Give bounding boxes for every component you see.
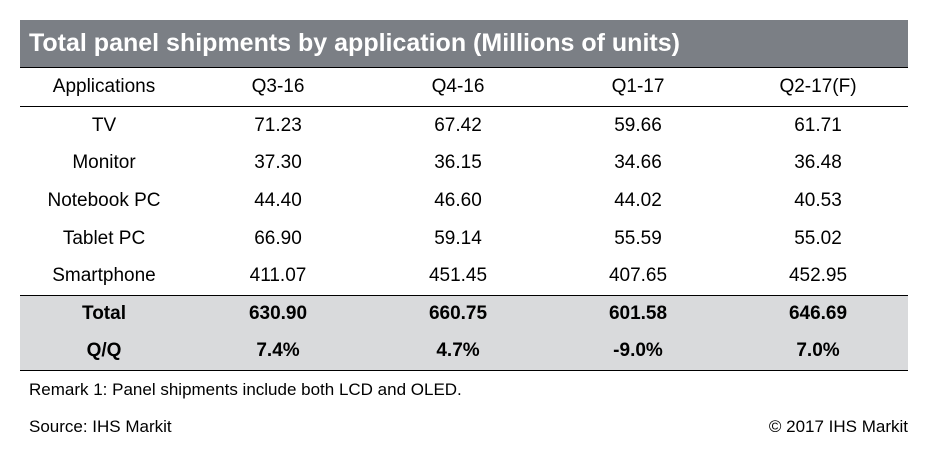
table-cell: 46.60 xyxy=(434,189,482,211)
table-title: Total panel shipments by application (Mi… xyxy=(20,20,908,67)
column-header: Q3-16 xyxy=(188,67,368,107)
table-row: Monitor 37.30 36.15 34.66 36.48 xyxy=(20,145,908,183)
table-cell: 630.90 xyxy=(188,294,368,333)
table-cell: 67.42 xyxy=(434,114,482,136)
table-cell: 44.02 xyxy=(614,189,662,211)
row-label: Smartphone xyxy=(52,265,156,287)
table-cell: 55.02 xyxy=(794,227,842,249)
column-header: Applications xyxy=(20,67,188,107)
row-label: Tablet PC xyxy=(62,227,146,249)
column-header: Q4-16 xyxy=(368,67,548,107)
column-header: Q1-17 xyxy=(548,67,728,107)
table-cell: 59.14 xyxy=(434,227,482,249)
table-cell: 61.71 xyxy=(794,114,842,136)
header-row: Applications Q3-16 Q4-16 Q1-17 Q2-17(F) xyxy=(20,67,908,107)
table-cell: 452.95 xyxy=(788,265,848,287)
table-cell: 7.4% xyxy=(188,332,368,371)
table-row: TV 71.23 67.42 59.66 61.71 xyxy=(20,107,908,145)
table-cell: 7.0% xyxy=(728,332,908,371)
row-label: Total xyxy=(20,294,188,333)
table-cell: 451.45 xyxy=(428,265,488,287)
table-cell: -9.0% xyxy=(548,332,728,371)
qq-row: Q/Q 7.4% 4.7% -9.0% 7.0% xyxy=(20,332,908,371)
table-cell: 34.66 xyxy=(614,152,662,174)
copyright-note: © 2017 IHS Markit xyxy=(768,417,908,436)
table-cell: 4.7% xyxy=(368,332,548,371)
row-label: Q/Q xyxy=(20,332,188,371)
shipments-table: Applications Q3-16 Q4-16 Q1-17 Q2-17(F) … xyxy=(20,67,908,371)
table-row: Tablet PC 66.90 59.14 55.59 55.02 xyxy=(20,220,908,258)
column-header: Q2-17(F) xyxy=(728,67,908,107)
table-cell: 59.66 xyxy=(614,114,662,136)
table-cell: 44.40 xyxy=(254,189,302,211)
table-cell: 601.58 xyxy=(548,294,728,333)
shipments-table-figure: Total panel shipments by application (Mi… xyxy=(20,20,908,371)
table-cell: 66.90 xyxy=(254,227,302,249)
remark-note: Remark 1: Panel shipments include both L… xyxy=(29,380,462,399)
table-cell: 407.65 xyxy=(608,265,668,287)
table-row: Notebook PC 44.40 46.60 44.02 40.53 xyxy=(20,182,908,220)
table-cell: 71.23 xyxy=(254,114,302,136)
table-cell: 55.59 xyxy=(614,227,662,249)
table-cell: 40.53 xyxy=(794,189,842,211)
table-cell: 36.15 xyxy=(434,152,482,174)
table-cell: 660.75 xyxy=(368,294,548,333)
row-label: Notebook PC xyxy=(47,189,161,211)
table-cell: 646.69 xyxy=(728,294,908,333)
row-label: Monitor xyxy=(72,152,136,174)
row-label: TV xyxy=(91,114,117,136)
table-cell: 37.30 xyxy=(254,152,302,174)
table-row: Smartphone 411.07 451.45 407.65 452.95 xyxy=(20,257,908,295)
source-note: Source: IHS Markit xyxy=(29,417,172,436)
table-cell: 411.07 xyxy=(249,265,307,287)
table-cell: 36.48 xyxy=(794,152,842,174)
total-row: Total 630.90 660.75 601.58 646.69 xyxy=(20,294,908,333)
